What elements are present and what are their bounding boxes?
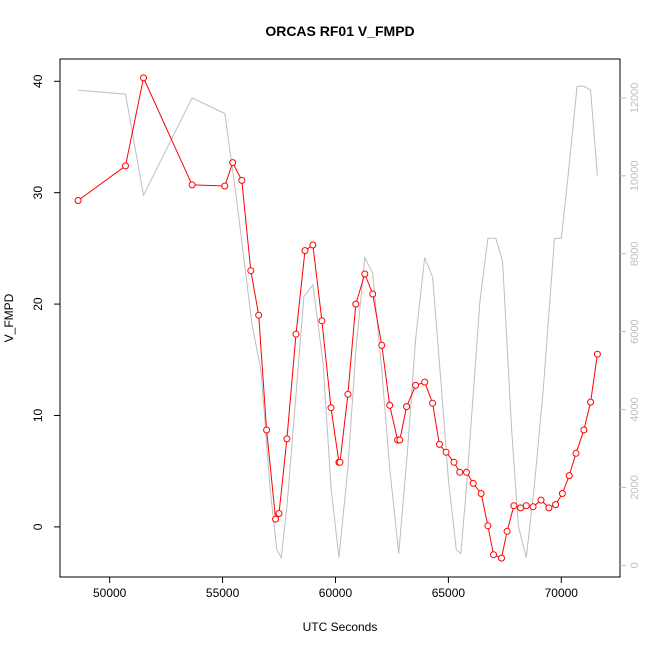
data-point [255, 311, 263, 319]
data-point [593, 350, 601, 358]
data-point [456, 468, 464, 476]
x-tick-label: 70000 [545, 586, 579, 600]
data-point [463, 468, 470, 476]
y-axis: 0 10 20 30 40 [31, 74, 60, 530]
data-point [378, 341, 386, 349]
right-y-tick-label: 2000 [629, 475, 641, 499]
data-point [450, 458, 458, 466]
data-point [396, 436, 404, 444]
data-point [529, 503, 537, 511]
right-y-axis: 0 2000 4000 6000 8000 10000 12000 [620, 83, 641, 568]
y-tick-label: 10 [31, 408, 45, 422]
x-axis-label: UTC Seconds [303, 620, 378, 634]
data-point [477, 490, 485, 497]
y-tick-label: 0 [31, 523, 45, 530]
right-y-tick-label: 4000 [629, 397, 641, 421]
secondary-series-line [78, 85, 598, 560]
x-tick-label: 55000 [206, 586, 240, 600]
data-point [565, 472, 573, 480]
data-point [344, 390, 352, 398]
data-point [352, 300, 360, 308]
data-point [309, 241, 317, 249]
data-point [361, 270, 369, 278]
right-y-tick-label: 12000 [629, 83, 641, 114]
data-point [318, 317, 326, 325]
y-tick-label: 30 [31, 186, 45, 200]
data-point [558, 490, 566, 497]
x-tick-label: 60000 [319, 586, 353, 600]
data-point [572, 449, 580, 457]
x-axis: 50000 55000 60000 65000 70000 [93, 577, 578, 600]
data-point [469, 479, 477, 487]
data-point [188, 181, 196, 189]
data-point [275, 510, 283, 517]
x-tick-label: 65000 [432, 586, 466, 600]
y-tick-label: 20 [31, 297, 45, 311]
data-point [140, 74, 147, 82]
data-point [292, 330, 300, 338]
x-tick-label: 50000 [93, 586, 127, 600]
data-point [517, 504, 525, 512]
data-point [229, 159, 237, 167]
data-point [503, 527, 511, 535]
data-point [336, 458, 344, 466]
data-point [421, 378, 429, 386]
data-point [537, 496, 545, 504]
data-point [74, 197, 82, 204]
data-point [490, 551, 497, 559]
data-point [301, 247, 309, 255]
series-layer [74, 74, 601, 562]
data-point [238, 176, 246, 184]
data-point [386, 401, 394, 409]
chart-title: ORCAS RF01 V_FMPD [265, 23, 414, 39]
y-tick-label: 40 [31, 74, 45, 88]
data-point [552, 501, 560, 509]
data-point [247, 267, 255, 275]
data-point [412, 381, 420, 389]
data-point [369, 290, 377, 298]
primary-series-line [77, 76, 598, 559]
data-point [221, 182, 229, 190]
data-point [435, 440, 443, 448]
right-y-tick-label: 8000 [629, 241, 641, 265]
data-point [522, 502, 530, 510]
data-point [484, 522, 492, 530]
data-point [587, 398, 595, 406]
plot-frame [59, 58, 621, 578]
data-point [122, 162, 129, 170]
data-point [498, 554, 505, 562]
right-y-tick-label: 6000 [629, 319, 641, 343]
data-point [272, 515, 280, 523]
data-point [429, 399, 437, 407]
data-point [263, 426, 271, 434]
right-y-tick-label: 10000 [629, 161, 641, 192]
y-axis-label: V_FMPD [2, 293, 16, 342]
data-point [327, 404, 335, 412]
data-point [403, 403, 411, 411]
right-y-tick-label: 0 [629, 562, 641, 568]
data-point [545, 504, 553, 512]
data-point [442, 448, 450, 456]
data-point [510, 502, 518, 510]
data-point [283, 435, 291, 443]
data-point [580, 426, 588, 434]
